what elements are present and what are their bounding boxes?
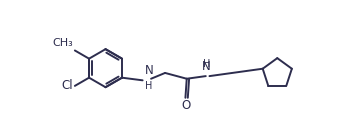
Text: N: N — [202, 60, 211, 73]
Text: O: O — [182, 99, 191, 112]
Text: CH₃: CH₃ — [52, 38, 73, 48]
Text: Cl: Cl — [61, 79, 73, 92]
Text: N: N — [145, 64, 154, 77]
Text: H: H — [145, 81, 152, 91]
Text: H: H — [203, 59, 210, 69]
